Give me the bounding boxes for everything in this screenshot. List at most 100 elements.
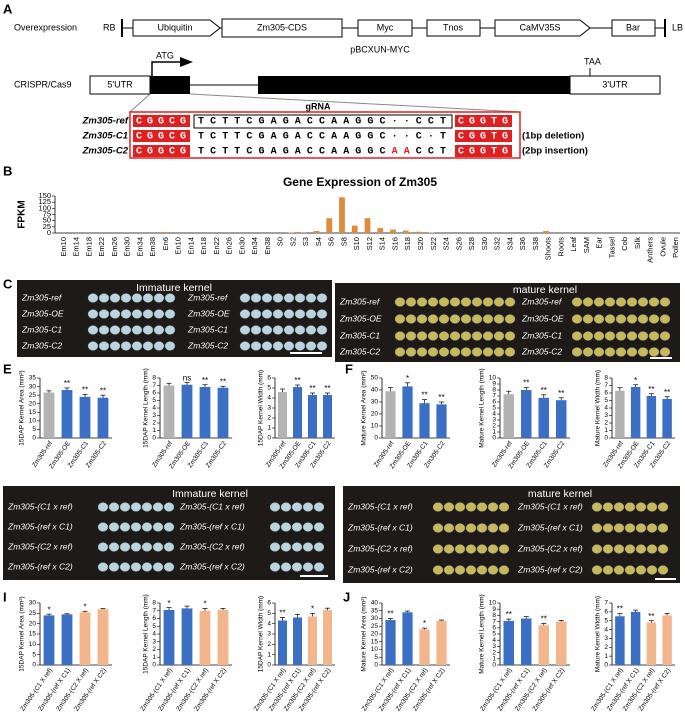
y-tick-label: 25 xyxy=(29,610,37,617)
bar xyxy=(615,616,625,665)
kernel xyxy=(98,325,110,335)
x-tick-label: Silk xyxy=(633,237,642,249)
kernel xyxy=(142,341,154,351)
y-tick-label: 5 xyxy=(492,405,496,412)
kernel xyxy=(624,502,636,512)
kernel xyxy=(465,544,477,554)
x-tick-label: Zm305-(C1 X ref) xyxy=(19,667,54,712)
y-tick-label: 20 xyxy=(371,631,379,638)
bar xyxy=(630,611,641,665)
panel-letter: F xyxy=(345,361,353,376)
genotype-label: Zm305-C2 xyxy=(187,340,228,350)
y-axis-label: 15DAP Kernel Width (mm) xyxy=(258,370,265,446)
kernel xyxy=(313,522,325,532)
x-tick-label: Shoots xyxy=(544,237,553,261)
y-tick-label: 6 xyxy=(492,399,496,406)
y-tick-label: 7 xyxy=(604,382,608,389)
kernel xyxy=(659,297,671,307)
kernel xyxy=(635,544,647,554)
y-tick-label: 1 xyxy=(604,427,608,434)
kernel xyxy=(604,331,616,341)
kernel xyxy=(269,502,281,512)
y-tick-label: 5 xyxy=(374,654,378,661)
kernel xyxy=(130,522,142,532)
x-tick-label: Roots xyxy=(556,237,565,257)
kernel xyxy=(163,542,175,552)
kernel xyxy=(465,502,477,512)
terminator-box xyxy=(426,19,481,37)
kernel xyxy=(261,293,273,303)
kernel xyxy=(487,565,499,575)
kernel xyxy=(657,544,669,554)
significance-label: ** xyxy=(438,393,444,402)
kernel xyxy=(427,331,439,341)
y-tick-label: 25 xyxy=(43,222,51,231)
bar xyxy=(300,232,307,233)
kernel xyxy=(604,314,616,324)
y-tick-label: 3 xyxy=(604,635,608,642)
y-tick-label: 5 xyxy=(267,610,271,617)
kernel xyxy=(427,347,439,357)
kernel xyxy=(626,331,638,341)
bar xyxy=(43,615,55,665)
significance-label: ** xyxy=(82,385,88,394)
x-tick-label: S34 xyxy=(505,237,514,250)
kernel xyxy=(648,347,660,357)
kernel xyxy=(394,331,406,341)
significance-label: ** xyxy=(558,389,564,398)
y-tick-label: 100 xyxy=(38,203,51,212)
significance-label: ** xyxy=(64,379,70,388)
y-tick-label: 7 xyxy=(604,600,608,607)
pam-box xyxy=(455,115,512,127)
mutation-note: (1bp deletion) xyxy=(522,131,584,142)
genotype-label: Zm305-(C1 x ref) xyxy=(7,501,73,511)
sequence-right: CGGTG xyxy=(458,117,508,128)
kernel xyxy=(280,562,292,572)
kernel xyxy=(476,523,488,533)
y-tick-label: 1 xyxy=(604,653,608,660)
kernel xyxy=(250,293,262,303)
kernel xyxy=(626,347,638,357)
pam-box xyxy=(133,115,190,127)
kernel xyxy=(498,544,510,554)
kernel xyxy=(482,297,494,307)
kernel xyxy=(593,297,605,307)
bar xyxy=(390,229,396,233)
sequence-name: Zm305-C2 xyxy=(82,146,129,157)
element-label: CaMV35S xyxy=(519,22,560,32)
significance-label: * xyxy=(311,604,314,613)
kernel xyxy=(269,562,281,572)
kernel xyxy=(152,542,164,552)
kernel xyxy=(302,522,314,532)
y-tick-label: 30 xyxy=(29,383,37,390)
y-axis-label: 15DAP Kernel Length (mm) xyxy=(143,368,150,448)
kernel xyxy=(97,542,109,552)
kernel xyxy=(120,309,132,319)
bar xyxy=(415,231,422,233)
x-tick-label: En38 xyxy=(263,237,272,255)
start-codon: ATG xyxy=(156,50,174,60)
bar xyxy=(402,612,413,665)
y-tick-label: 20 xyxy=(371,411,379,418)
y-tick-label: 2 xyxy=(152,646,156,653)
kernel xyxy=(659,347,671,357)
y-tick-label: 6 xyxy=(604,390,608,397)
kernel xyxy=(438,331,450,341)
kernel xyxy=(164,309,176,319)
kernel xyxy=(657,565,669,575)
gene-label: CRISPR/Cas9 xyxy=(14,79,72,89)
y-tick-label: 2 xyxy=(152,420,156,427)
significance-label: * xyxy=(634,376,637,385)
kernel xyxy=(97,502,109,512)
kernel xyxy=(591,544,603,554)
genotype-label: Zm305-C1 xyxy=(339,330,380,340)
y-tick-label: 0 xyxy=(32,435,36,442)
kernel xyxy=(471,314,483,324)
bar xyxy=(538,625,549,665)
y-tick-label: 3 xyxy=(152,412,156,419)
x-tick-label: S28 xyxy=(467,237,476,250)
kernel xyxy=(280,522,292,532)
kernel xyxy=(108,542,120,552)
bar xyxy=(503,394,514,438)
significance-label: ** xyxy=(100,386,106,395)
